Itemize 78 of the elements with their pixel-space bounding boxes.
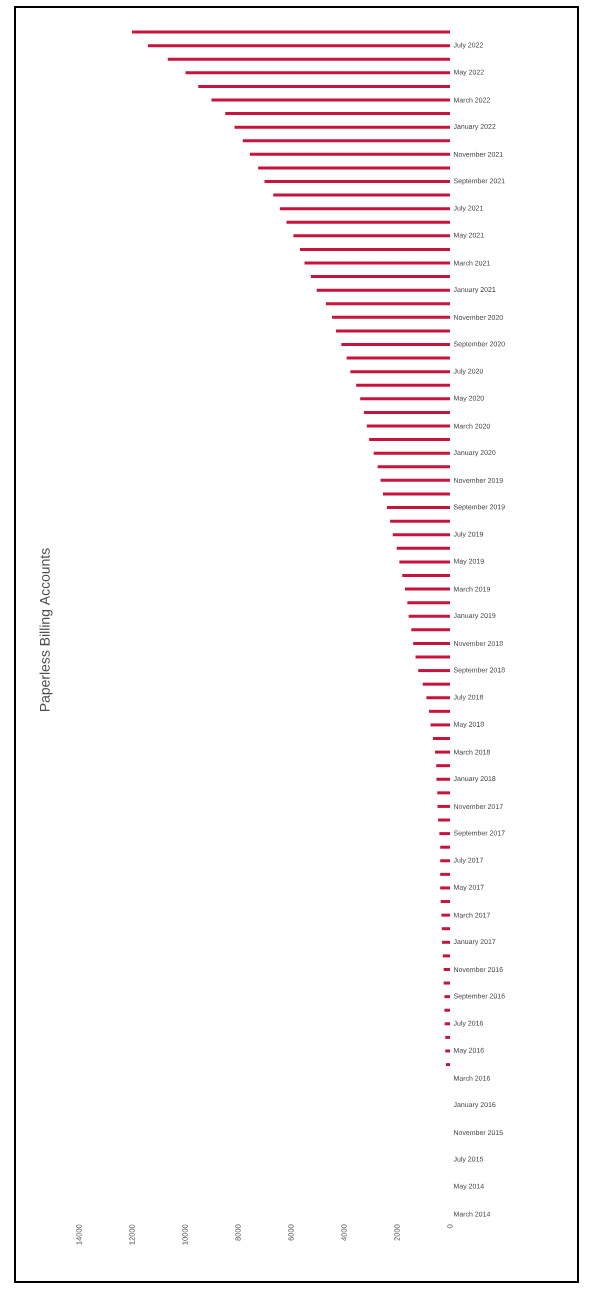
bar [147, 44, 450, 48]
bar [198, 84, 450, 88]
bar [404, 587, 450, 591]
bar [445, 1035, 450, 1039]
bar [286, 220, 450, 224]
bar [437, 791, 450, 795]
bar [279, 207, 450, 211]
bar [443, 981, 450, 985]
bar [426, 696, 450, 700]
bar [336, 329, 450, 333]
bar [444, 995, 450, 999]
bar [363, 410, 450, 414]
bar [396, 546, 450, 550]
bar [407, 601, 450, 605]
bar [444, 1022, 450, 1026]
bar [438, 818, 450, 822]
bar [433, 737, 450, 741]
bar [350, 370, 450, 374]
bar [415, 655, 450, 659]
bar [273, 193, 450, 197]
bar [411, 628, 450, 632]
bar [325, 302, 450, 306]
bar [430, 723, 450, 727]
bar [211, 98, 450, 102]
bar [366, 424, 450, 428]
bar [399, 560, 450, 564]
bar [443, 967, 450, 971]
bar [377, 465, 450, 469]
bar [440, 872, 450, 876]
bar [390, 519, 450, 523]
bar [422, 682, 450, 686]
bar [242, 139, 450, 143]
bar [293, 234, 450, 238]
bar [382, 492, 450, 496]
bar [445, 1049, 450, 1053]
bar [440, 859, 450, 863]
bar [316, 288, 450, 292]
bar [131, 30, 450, 34]
bar [304, 261, 450, 265]
bar [402, 573, 450, 577]
bar [440, 886, 450, 890]
bar [300, 247, 450, 251]
bar [439, 832, 450, 836]
bar [167, 57, 450, 61]
bar [380, 478, 450, 482]
bar [413, 641, 450, 645]
bar [386, 506, 450, 510]
bar [369, 438, 450, 442]
bar [440, 845, 450, 849]
bar [429, 709, 450, 713]
bar [310, 275, 450, 279]
bar [341, 343, 450, 347]
bar [185, 71, 450, 75]
bar [249, 152, 450, 156]
bar [264, 179, 450, 183]
bar [436, 764, 450, 768]
bar [440, 900, 450, 904]
bar [435, 750, 450, 754]
bar [373, 451, 450, 455]
text: Paperless Billing Accounts [39, 548, 53, 712]
bar [234, 125, 450, 129]
bar [442, 940, 450, 944]
bar [392, 533, 450, 537]
bar [442, 954, 450, 958]
bar [446, 1063, 450, 1067]
bar [444, 1008, 450, 1012]
bar [441, 927, 450, 931]
bar [441, 913, 450, 917]
bar [436, 777, 450, 781]
bar [225, 112, 450, 116]
bar [356, 383, 450, 387]
bar [408, 614, 450, 618]
bar [346, 356, 450, 360]
bar [418, 669, 450, 673]
bar [258, 166, 450, 170]
bar [360, 397, 450, 401]
bar [437, 804, 450, 808]
bar [332, 315, 450, 319]
